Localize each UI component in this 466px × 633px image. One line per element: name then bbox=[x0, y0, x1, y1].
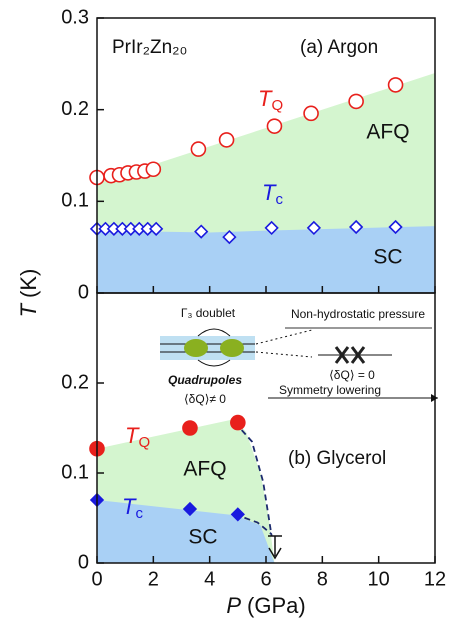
point bbox=[230, 507, 245, 522]
series-symbol: T bbox=[125, 423, 140, 448]
point bbox=[149, 221, 164, 236]
region-label: SC bbox=[188, 526, 217, 549]
arrow-arc bbox=[197, 328, 231, 337]
series-subscript: c bbox=[275, 191, 283, 208]
x-axis-title: P (GPa) bbox=[226, 593, 305, 618]
inset-text: Non-hydrostatic pressure bbox=[291, 307, 425, 321]
inset: Γ₃ doublet Quadrupoles ⟨δQ⟩≠ 0 Non-hydro… bbox=[160, 306, 438, 406]
y-tick-label: 0.3 bbox=[61, 6, 89, 28]
compound: PrIr₂Zn₂₀ bbox=[112, 37, 187, 58]
dotted bbox=[255, 351, 313, 358]
axes: 0 0.1 0.2 0.3 0 0.1 0.2 0 2 4 6 8 10 12 T (K) P (GPa) bbox=[16, 6, 446, 618]
inset-text: ⟨δQ⟩ = 0 bbox=[329, 368, 375, 382]
dashed-boundary bbox=[234, 422, 273, 537]
point bbox=[218, 132, 235, 148]
point bbox=[266, 118, 283, 134]
point bbox=[349, 219, 364, 235]
panel-label: (a) Argon bbox=[300, 37, 378, 58]
arrow-arc bbox=[197, 359, 231, 367]
limit-arrow bbox=[268, 535, 282, 560]
y-tick-label: 0 bbox=[78, 281, 89, 303]
region-label: AFQ bbox=[183, 458, 226, 481]
axis-symbol: P bbox=[226, 593, 241, 618]
lines bbox=[234, 422, 273, 537]
point bbox=[230, 414, 246, 431]
y-tick-label: 0.2 bbox=[61, 371, 89, 393]
point bbox=[388, 219, 403, 235]
y-tick-label: 0.1 bbox=[61, 190, 89, 212]
point bbox=[190, 141, 207, 157]
series-symbol: T bbox=[122, 494, 137, 519]
point bbox=[303, 105, 319, 122]
x-tick-label: 6 bbox=[260, 568, 271, 590]
region-label: AFQ bbox=[366, 121, 409, 144]
x-tick-label: 12 bbox=[424, 568, 446, 590]
y-tick-label: 0.1 bbox=[61, 461, 89, 483]
inset-text: Symmetry lowering bbox=[279, 383, 381, 397]
series-subscript: Q bbox=[138, 434, 150, 451]
x-tick-label: 4 bbox=[204, 568, 215, 590]
point bbox=[182, 501, 198, 517]
axis-unit: (GPa) bbox=[247, 593, 306, 618]
series-label: TQ bbox=[125, 423, 150, 451]
region bbox=[97, 226, 435, 293]
series-label: Tc bbox=[122, 494, 143, 522]
x-tick-label: 10 bbox=[368, 568, 390, 590]
point bbox=[348, 93, 364, 110]
series-symbol: T bbox=[258, 86, 273, 111]
point bbox=[182, 420, 198, 436]
inset-text: Quadrupoles bbox=[168, 373, 242, 387]
dotted bbox=[255, 329, 313, 345]
panel-label: (b) Glycerol bbox=[288, 448, 386, 469]
y-tick-label: 0 bbox=[78, 551, 89, 573]
point bbox=[145, 161, 162, 178]
series-subscript: c bbox=[135, 505, 143, 522]
y-axis-title: T (K) bbox=[16, 269, 41, 318]
x-tick-label: 8 bbox=[317, 568, 328, 590]
point bbox=[194, 224, 209, 239]
orbital bbox=[184, 339, 208, 357]
x-tick-label: 0 bbox=[91, 568, 102, 590]
cross bbox=[334, 346, 366, 364]
series-label: TQ bbox=[258, 86, 283, 114]
orbital bbox=[220, 339, 244, 357]
series-label: Tc bbox=[262, 180, 283, 208]
arrowhead bbox=[268, 547, 282, 560]
axis-symbol: T bbox=[16, 302, 41, 317]
dashed-boundary bbox=[234, 513, 273, 535]
series-symbol: T bbox=[262, 180, 277, 205]
point bbox=[387, 77, 404, 93]
inset-text: Γ₃ doublet bbox=[181, 306, 236, 320]
axis-unit: (K) bbox=[16, 269, 41, 298]
series-subscript: Q bbox=[271, 97, 283, 114]
region-label: SC bbox=[373, 246, 402, 269]
regions bbox=[97, 73, 435, 563]
point bbox=[222, 229, 237, 245]
x-tick-label: 2 bbox=[148, 568, 159, 590]
point bbox=[306, 220, 322, 236]
point bbox=[264, 220, 279, 236]
region bbox=[97, 500, 275, 563]
inset-text: ⟨δQ⟩≠ 0 bbox=[184, 392, 226, 406]
y-tick-label: 0.2 bbox=[61, 98, 89, 120]
